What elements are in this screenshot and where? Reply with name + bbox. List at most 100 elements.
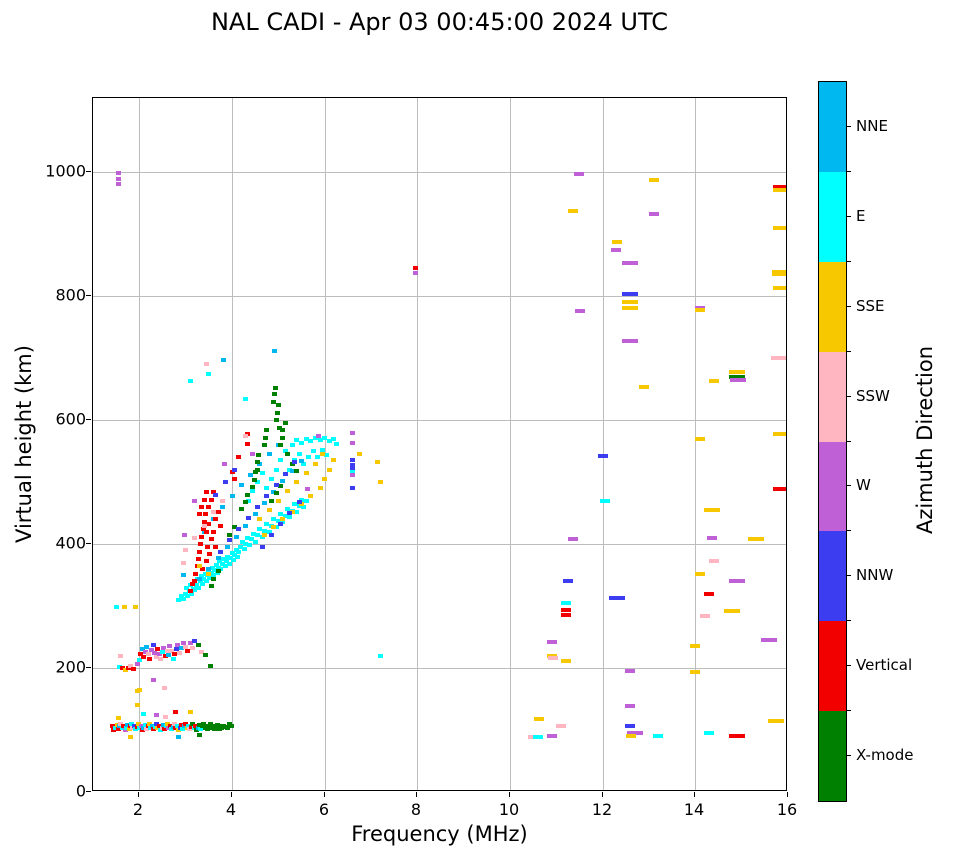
data-point (142, 649, 148, 654)
data-point (247, 543, 253, 548)
data-point (169, 727, 175, 732)
data-point (183, 548, 189, 553)
colorbar-tick (846, 665, 851, 666)
data-point (203, 559, 209, 564)
data-point (133, 727, 139, 732)
data-point (177, 725, 183, 730)
data-point (299, 497, 304, 502)
data-point (356, 452, 362, 457)
x-tick-label: 2 (132, 800, 144, 819)
data-point (198, 726, 204, 731)
data-point (232, 553, 238, 558)
data-point (141, 725, 147, 730)
data-point (170, 657, 176, 662)
data-point (192, 498, 198, 503)
data-point (248, 537, 254, 542)
data-point (187, 588, 193, 593)
x-gridline (417, 98, 418, 790)
data-point (560, 607, 571, 612)
data-point (282, 420, 288, 425)
data-point (773, 185, 786, 190)
data-point (278, 522, 284, 527)
data-point (562, 578, 573, 583)
data-point (724, 609, 741, 614)
data-point (193, 571, 199, 576)
data-point (193, 583, 199, 588)
data-point (221, 557, 227, 561)
data-point (212, 568, 218, 573)
data-point (272, 348, 278, 353)
plot-area (92, 97, 787, 791)
data-point (197, 563, 203, 568)
data-point (234, 534, 240, 539)
data-point (322, 435, 328, 440)
data-point (622, 260, 639, 265)
data-point (155, 726, 161, 731)
data-point (163, 724, 169, 729)
data-point (547, 656, 558, 661)
data-point (153, 654, 159, 659)
data-point (131, 666, 137, 671)
data-point (611, 239, 622, 244)
colorbar-tick-label: SSW (856, 387, 890, 405)
data-point (217, 559, 223, 564)
data-point (729, 734, 746, 739)
data-point (185, 723, 191, 728)
x-tick-label: 16 (776, 800, 798, 819)
data-point (197, 723, 203, 728)
x-gridline (510, 98, 511, 790)
data-point (729, 377, 746, 382)
data-point (127, 724, 133, 729)
data-point (220, 498, 226, 503)
data-point (349, 469, 355, 474)
data-point (694, 571, 705, 576)
data-point (128, 721, 134, 726)
data-point (199, 649, 205, 654)
data-point (546, 653, 557, 658)
data-point (250, 532, 256, 537)
data-point (180, 596, 186, 601)
data-point (122, 667, 128, 672)
data-point (183, 721, 189, 726)
data-point (274, 410, 280, 415)
data-point (199, 534, 205, 539)
data-point (228, 555, 234, 560)
data-point (208, 497, 214, 502)
data-point (271, 524, 277, 529)
colorbar-tick-label: NNE (856, 117, 888, 135)
data-point (250, 485, 256, 490)
x-gridline (695, 98, 696, 790)
data-point (555, 724, 566, 729)
data-point (121, 723, 127, 728)
data-point (299, 459, 304, 464)
data-point (115, 177, 121, 182)
data-point (238, 507, 244, 512)
data-point (221, 358, 227, 363)
data-point (199, 724, 205, 729)
data-point (257, 527, 263, 532)
data-point (197, 512, 203, 517)
data-point (285, 507, 291, 512)
data-point (148, 726, 154, 731)
data-point (210, 565, 216, 570)
data-point (377, 479, 383, 484)
data-point (254, 533, 260, 538)
data-point (375, 460, 381, 465)
data-point (190, 646, 196, 651)
data-point (207, 575, 213, 580)
data-point (235, 455, 241, 460)
data-point (276, 425, 282, 430)
data-point (198, 542, 204, 547)
data-point (197, 579, 203, 584)
y-tick (86, 667, 91, 668)
data-point (704, 591, 715, 596)
data-point (773, 432, 786, 437)
data-point (349, 431, 355, 436)
data-point (178, 594, 184, 599)
data-point (229, 493, 235, 498)
data-point (226, 561, 232, 566)
data-point (296, 500, 302, 504)
data-point (262, 435, 268, 440)
data-point (597, 454, 608, 459)
data-point (208, 584, 214, 589)
